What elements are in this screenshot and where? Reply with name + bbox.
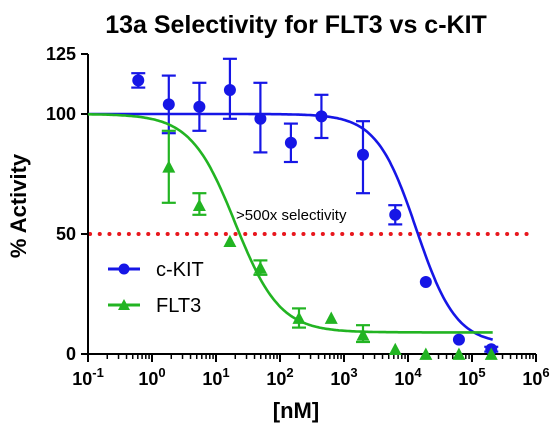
data-point-flt3 xyxy=(253,261,267,274)
data-point-flt3 xyxy=(419,347,433,360)
y-tick-label: 0 xyxy=(66,344,76,364)
legend-marker-flt3 xyxy=(118,299,130,310)
selectivity-annotation: >500x selectivity xyxy=(236,207,347,224)
data-point-flt3 xyxy=(292,311,306,324)
x-tick-label: 103 xyxy=(330,365,357,389)
legend-item-ckit: c-KIT xyxy=(108,259,204,281)
series-ckit xyxy=(88,57,499,356)
x-tick-label: 106 xyxy=(522,365,549,389)
x-tick-label: 104 xyxy=(394,365,422,389)
data-point-ckit xyxy=(162,98,175,111)
data-point-flt3 xyxy=(356,328,370,341)
x-axis-title: [nM] xyxy=(273,398,319,423)
legend-item-flt3: FLT3 xyxy=(108,295,201,317)
data-point-ckit xyxy=(356,148,369,161)
y-axis-title: % Activity xyxy=(6,153,31,258)
legend-label-ckit: c-KIT xyxy=(156,259,204,281)
data-point-flt3 xyxy=(452,347,466,360)
plot-area xyxy=(88,57,499,360)
y-tick-label: 125 xyxy=(46,44,76,64)
data-point-flt3 xyxy=(223,234,237,248)
fit-curve-ckit xyxy=(88,112,494,341)
data-point-ckit xyxy=(452,333,465,346)
data-point-flt3 xyxy=(484,347,498,360)
series-flt3 xyxy=(88,113,498,360)
legend-label-flt3: FLT3 xyxy=(156,295,201,317)
x-tick-label: 105 xyxy=(458,365,485,389)
data-point-ckit xyxy=(419,276,432,288)
data-point-ckit xyxy=(132,74,145,87)
data-point-ckit xyxy=(284,136,297,149)
data-point-ckit xyxy=(254,112,267,125)
data-point-flt3 xyxy=(162,160,176,173)
x-tick-label: 100 xyxy=(138,365,165,389)
fit-curve-flt3 xyxy=(88,113,493,334)
data-point-flt3 xyxy=(192,198,206,212)
legend: c-KIT FLT3 xyxy=(108,259,204,317)
data-point-ckit xyxy=(315,110,328,123)
chart-title: 13a Selectivity for FLT3 vs c-KIT xyxy=(105,11,487,39)
x-tick-label: 102 xyxy=(266,365,293,389)
x-tick-label: 10-1 xyxy=(72,365,104,389)
data-point-flt3 xyxy=(388,342,402,356)
legend-marker-ckit xyxy=(118,263,130,275)
x-tick-label: 101 xyxy=(202,365,229,389)
data-point-ckit xyxy=(223,84,236,96)
y-tick-label: 100 xyxy=(46,104,76,124)
data-point-ckit xyxy=(389,208,402,221)
y-tick-label: 50 xyxy=(56,224,76,244)
data-point-flt3 xyxy=(324,311,338,324)
data-point-ckit xyxy=(193,100,206,113)
